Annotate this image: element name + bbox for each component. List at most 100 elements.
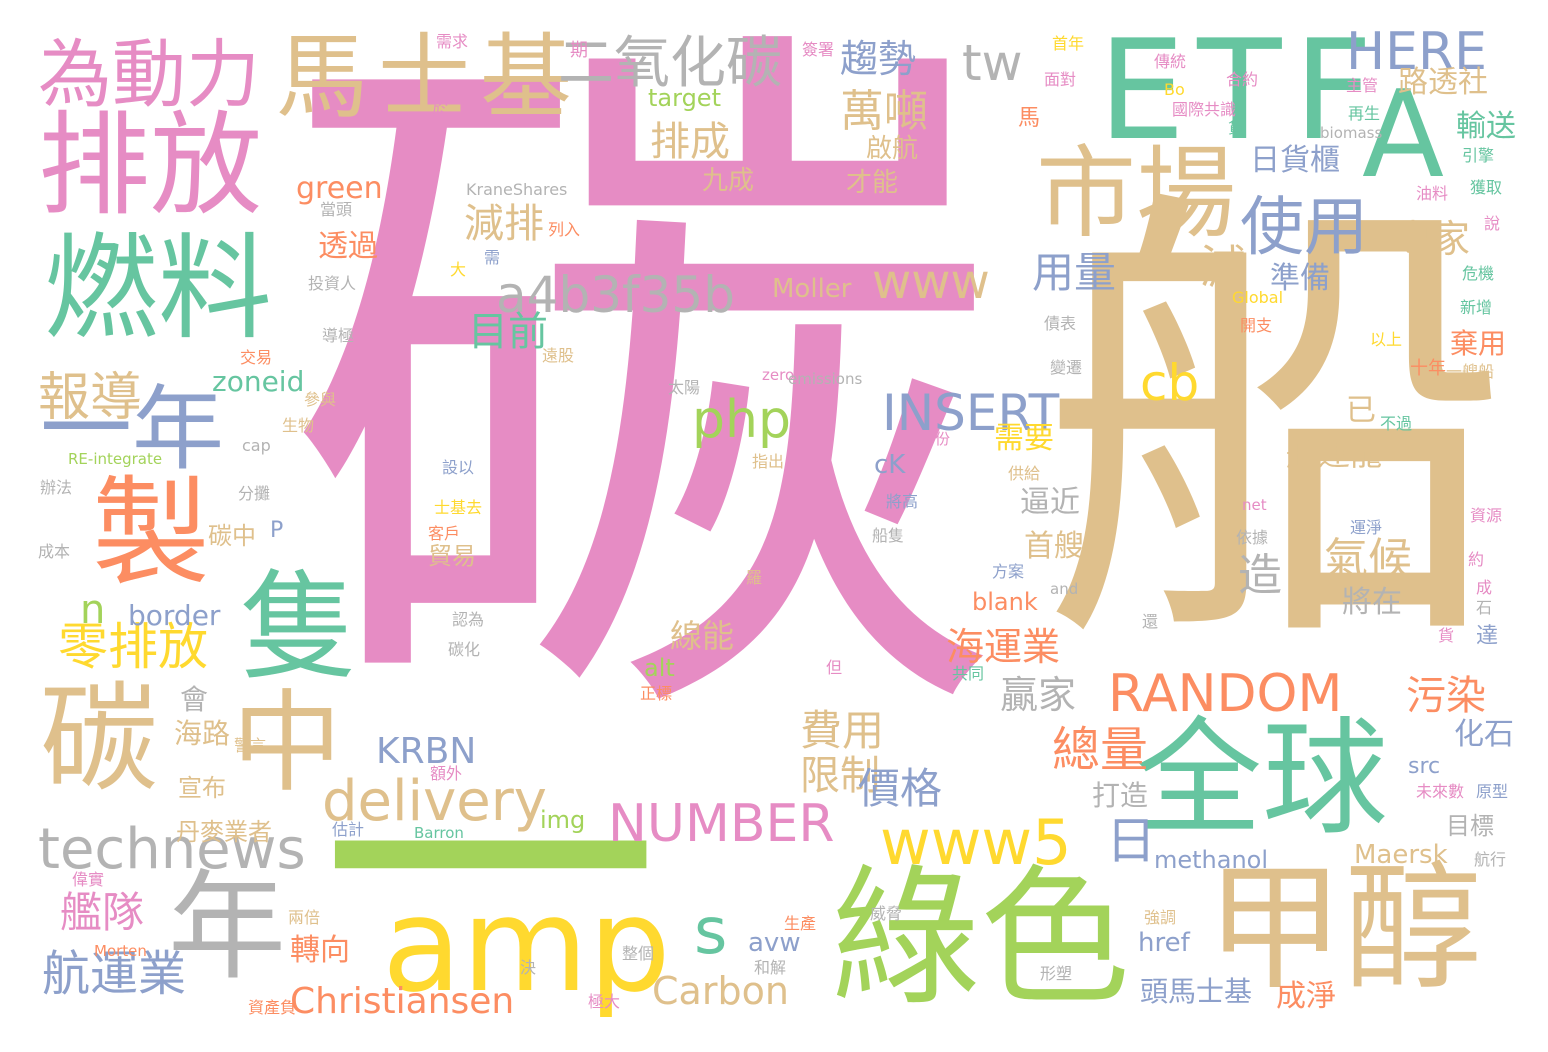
cloud-word: 變遷 — [1050, 358, 1083, 377]
cloud-word: Christiansen — [290, 981, 515, 1022]
cloud-word: RE-integrate — [68, 450, 163, 468]
cloud-word: amp — [382, 869, 671, 1021]
cloud-word: 趨勢 — [840, 37, 917, 81]
cloud-word: 額外 — [430, 764, 463, 783]
cloud-word: P — [270, 518, 284, 543]
cloud-word: src — [1408, 754, 1441, 779]
cloud-word: 甲醇 — [1206, 848, 1483, 1009]
cloud-word: 面對 — [1044, 70, 1077, 89]
cloud-word: 日貨櫃 — [1250, 143, 1340, 178]
cloud-word: Moller — [772, 274, 852, 304]
cloud-word: 價格 — [858, 764, 943, 813]
cloud-word: 排成 — [650, 119, 730, 165]
cloud-word: 十年 — [1410, 358, 1446, 379]
cloud-word: 全球 — [1136, 705, 1388, 852]
cloud-word: 目標 — [1446, 812, 1494, 840]
cloud-word: 於 — [432, 98, 449, 117]
cloud-word: 辦法 — [40, 478, 73, 497]
cloud-word: 簽署 — [802, 40, 835, 59]
cloud-word: 為動力 — [38, 32, 260, 118]
cloud-word: 碳 — [282, 0, 1002, 811]
cloud-word: 危機 — [1462, 264, 1495, 283]
cloud-word: a4b3f35b — [496, 266, 735, 324]
cloud-word: 原型 — [1476, 782, 1509, 801]
cloud-word: 主管 — [1346, 76, 1379, 95]
cloud-word: 線能 — [670, 617, 735, 655]
cloud-word: 以上 — [1370, 330, 1403, 349]
cloud-word: 不過 — [1380, 414, 1413, 433]
cloud-word: 貨 — [1228, 118, 1245, 137]
cloud-word: 大 — [450, 260, 467, 279]
cloud-word: KraneShares — [466, 180, 568, 199]
cloud-word: cap — [242, 436, 271, 455]
cloud-word: 羅 — [746, 568, 763, 587]
cloud-word: 兩倍 — [288, 908, 321, 927]
cloud-word: 馬 — [1018, 106, 1041, 131]
cloud-word: 說 — [1484, 214, 1501, 233]
cloud-word: 零排放 — [58, 618, 208, 676]
cloud-word: 但 — [826, 658, 843, 677]
cloud-word: 氣候 — [1324, 534, 1412, 585]
cloud-word: 首艘 — [1024, 529, 1084, 564]
cloud-word: RANDOM — [1108, 664, 1343, 724]
cloud-word: 成本 — [38, 542, 71, 561]
cloud-word: 偉實 — [72, 870, 105, 889]
cloud-word: 正標 — [640, 684, 673, 703]
cloud-word: 一 — [320, 672, 660, 1052]
cloud-word: www5 — [880, 806, 1072, 879]
cloud-word: 打造 — [1092, 779, 1149, 812]
cloud-word: 中 — [232, 679, 342, 807]
cloud-word: target — [648, 84, 721, 112]
cloud-word: 達 — [1476, 624, 1499, 649]
cloud-word: 啟航 — [866, 134, 919, 164]
cloud-word: 污染 — [1406, 673, 1486, 719]
cloud-word: 棄用 — [1450, 327, 1507, 360]
cloud-word: 海路 — [174, 717, 231, 750]
cloud-word: Morten — [94, 942, 147, 960]
cloud-word: 列入 — [548, 220, 581, 239]
cloud-word: 報導 — [38, 368, 143, 428]
cloud-word: 決 — [520, 958, 537, 977]
cloud-word: 二氧化碳 — [558, 31, 782, 96]
cloud-word: 成 — [1476, 578, 1493, 597]
cloud-word: 分攤 — [238, 484, 271, 503]
cloud-word: 艦隊 — [60, 888, 145, 937]
cloud-word: 才能 — [846, 168, 899, 198]
cloud-word: 限制 — [800, 753, 880, 799]
cloud-word: 成淨 — [1276, 979, 1336, 1014]
cloud-word: 還 — [1142, 612, 1159, 631]
cloud-word: 供給 — [1008, 464, 1041, 483]
cloud-word: 隻 — [240, 558, 359, 696]
cloud-word: 轉向 — [290, 933, 350, 968]
cloud-word: 排放 — [38, 101, 262, 231]
cloud-word: 逼近 — [1020, 485, 1080, 520]
cloud-word: 極大 — [588, 992, 621, 1011]
cloud-word: 碳化 — [448, 640, 481, 659]
cloud-word: 士基去 — [434, 498, 483, 517]
cloud-word: 投資人 — [308, 274, 357, 293]
cloud-word: avw — [748, 928, 801, 958]
cloud-word: 期 — [570, 40, 588, 61]
cloud-word: n — [80, 587, 106, 633]
cloud-word: methanol — [1154, 846, 1269, 874]
cloud-word: 需 — [484, 248, 501, 267]
cloud-word: A — [1362, 66, 1445, 205]
cloud-word: zero — [762, 366, 795, 384]
cloud-word: 未來數 — [1416, 782, 1465, 801]
cloud-word: blank — [972, 588, 1038, 616]
cloud-word: 已 — [1346, 393, 1376, 428]
cloud-word: 減 — [1200, 240, 1246, 294]
cloud-word: NUMBER — [608, 794, 835, 854]
cloud-word: 碳 — [40, 670, 159, 808]
cloud-word: 航行 — [1474, 850, 1507, 869]
cloud-word: 強調 — [1144, 908, 1177, 927]
cloud-word: 準備 — [1270, 261, 1330, 296]
cloud-word: 整個 — [622, 944, 655, 963]
cloud-word: Global — [1232, 288, 1284, 307]
cloud-word: 參與 — [304, 390, 337, 409]
cloud-word: 依據 — [1236, 528, 1269, 547]
cloud-word: 合約 — [1226, 70, 1259, 89]
cloud-word: 航運龍 — [1286, 435, 1383, 473]
cloud-word: 減排 — [464, 201, 544, 247]
